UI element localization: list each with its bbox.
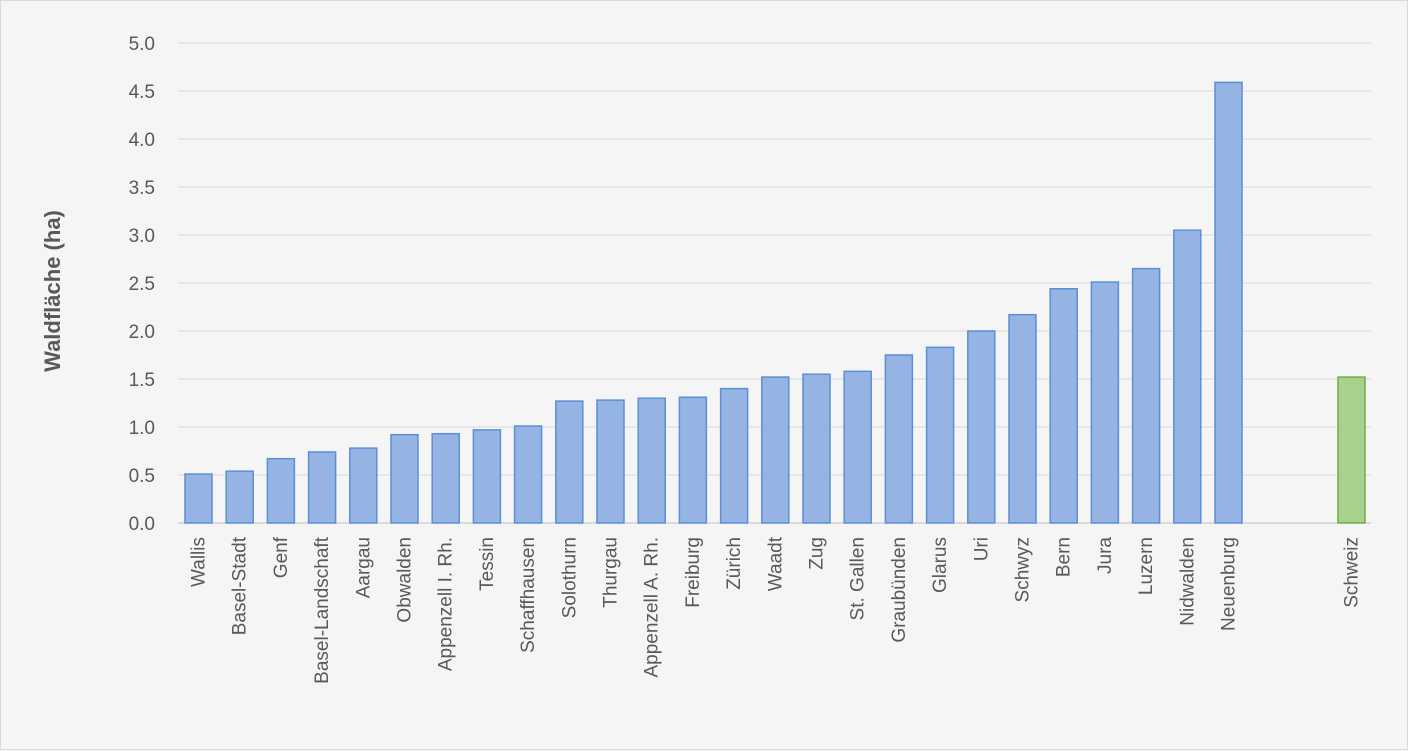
- category-label: Solothurn: [559, 537, 580, 618]
- category-label: Thurgau: [601, 537, 622, 608]
- category-label: Graubünden: [889, 537, 910, 643]
- bar-glarus: [925, 346, 955, 524]
- category-label: Wallis: [189, 537, 210, 587]
- category-label: Tessin: [477, 537, 498, 591]
- y-tick-label: 5.0: [129, 34, 155, 55]
- category-label: Obwalden: [395, 537, 416, 623]
- y-tick-label: 2.5: [129, 274, 155, 295]
- bar-graubünden: [884, 354, 914, 524]
- bar-solothurn: [555, 400, 584, 524]
- bar-waadt: [761, 376, 790, 524]
- y-tick-label: 1.5: [129, 370, 155, 391]
- category-label: Basel-Stadt: [230, 536, 251, 635]
- bar-st-gallen: [843, 370, 872, 524]
- bar-bern: [1049, 288, 1078, 524]
- y-tick-label: 3.0: [129, 226, 155, 247]
- bar-neuenburg: [1214, 81, 1243, 524]
- category-label: Jura: [1095, 537, 1116, 574]
- category-label: Schweiz: [1342, 537, 1363, 608]
- category-label: Schaffhausen: [518, 537, 539, 653]
- y-tick-label: 1.0: [129, 418, 155, 439]
- bar-jura: [1090, 281, 1120, 524]
- bar-uri: [967, 330, 996, 524]
- category-label: Schwyz: [1013, 537, 1034, 602]
- bar-zug: [802, 373, 831, 524]
- bar-basel-landschaft: [307, 451, 337, 524]
- bar-luzern: [1131, 267, 1161, 524]
- category-labels: Wallis Basel-Stadt Genf Basel-Landschaft Aar…: [189, 536, 1363, 684]
- category-label: Nidwalden: [1177, 537, 1198, 626]
- category-label: Aargau: [353, 537, 374, 598]
- bar-basel-stadt: [225, 470, 254, 524]
- bar-aargau: [349, 447, 378, 524]
- category-label: Bern: [1054, 537, 1075, 577]
- bar-genf: [266, 457, 296, 524]
- bar-appenzell-a-rh: [637, 397, 666, 524]
- category-label: Luzern: [1136, 537, 1157, 595]
- y-tick-label: 2.0: [129, 322, 155, 343]
- category-label: Zug: [807, 537, 828, 570]
- bars: [184, 81, 1366, 524]
- bar-schweiz: [1337, 376, 1366, 524]
- bar-thurgau: [596, 399, 625, 524]
- bar-schwyz: [1008, 313, 1037, 524]
- bar-tessin: [472, 429, 502, 524]
- category-label: Basel-Landschaft: [312, 536, 333, 684]
- bar-appenzell-i-rh: [431, 432, 460, 524]
- bar-wallis: [184, 473, 213, 524]
- y-tick-label: 4.0: [129, 130, 155, 151]
- y-tick-label: 4.5: [129, 82, 155, 103]
- category-label: St. Gallen: [848, 537, 869, 620]
- category-label: Genf: [271, 536, 292, 578]
- category-label: Waadt: [765, 536, 786, 591]
- y-tick-label: 3.5: [129, 178, 155, 199]
- bar-schaffhausen: [513, 425, 543, 524]
- bar-zürich: [719, 387, 749, 524]
- y-axis-title: Waldfläche (ha): [40, 210, 65, 372]
- bar-freiburg: [678, 396, 708, 524]
- category-label: Appenzell I. Rh.: [436, 537, 457, 671]
- y-tick-label: 0.5: [129, 466, 155, 487]
- y-tick-labels: 0.0 0.5 1.0 1.5 2.0 2.5 3.0 3.5 4.0 4.5 5.0: [129, 34, 155, 535]
- category-label: Freiburg: [683, 537, 704, 608]
- bar-nidwalden: [1173, 229, 1202, 524]
- y-tick-label: 0.0: [129, 514, 155, 535]
- bar-obwalden: [390, 433, 419, 524]
- category-label: Appenzell A. Rh.: [642, 537, 663, 677]
- category-label: Zürich: [724, 537, 745, 590]
- category-label: Glarus: [930, 537, 951, 593]
- category-label: Neuenburg: [1219, 537, 1240, 631]
- category-label: Uri: [971, 537, 992, 561]
